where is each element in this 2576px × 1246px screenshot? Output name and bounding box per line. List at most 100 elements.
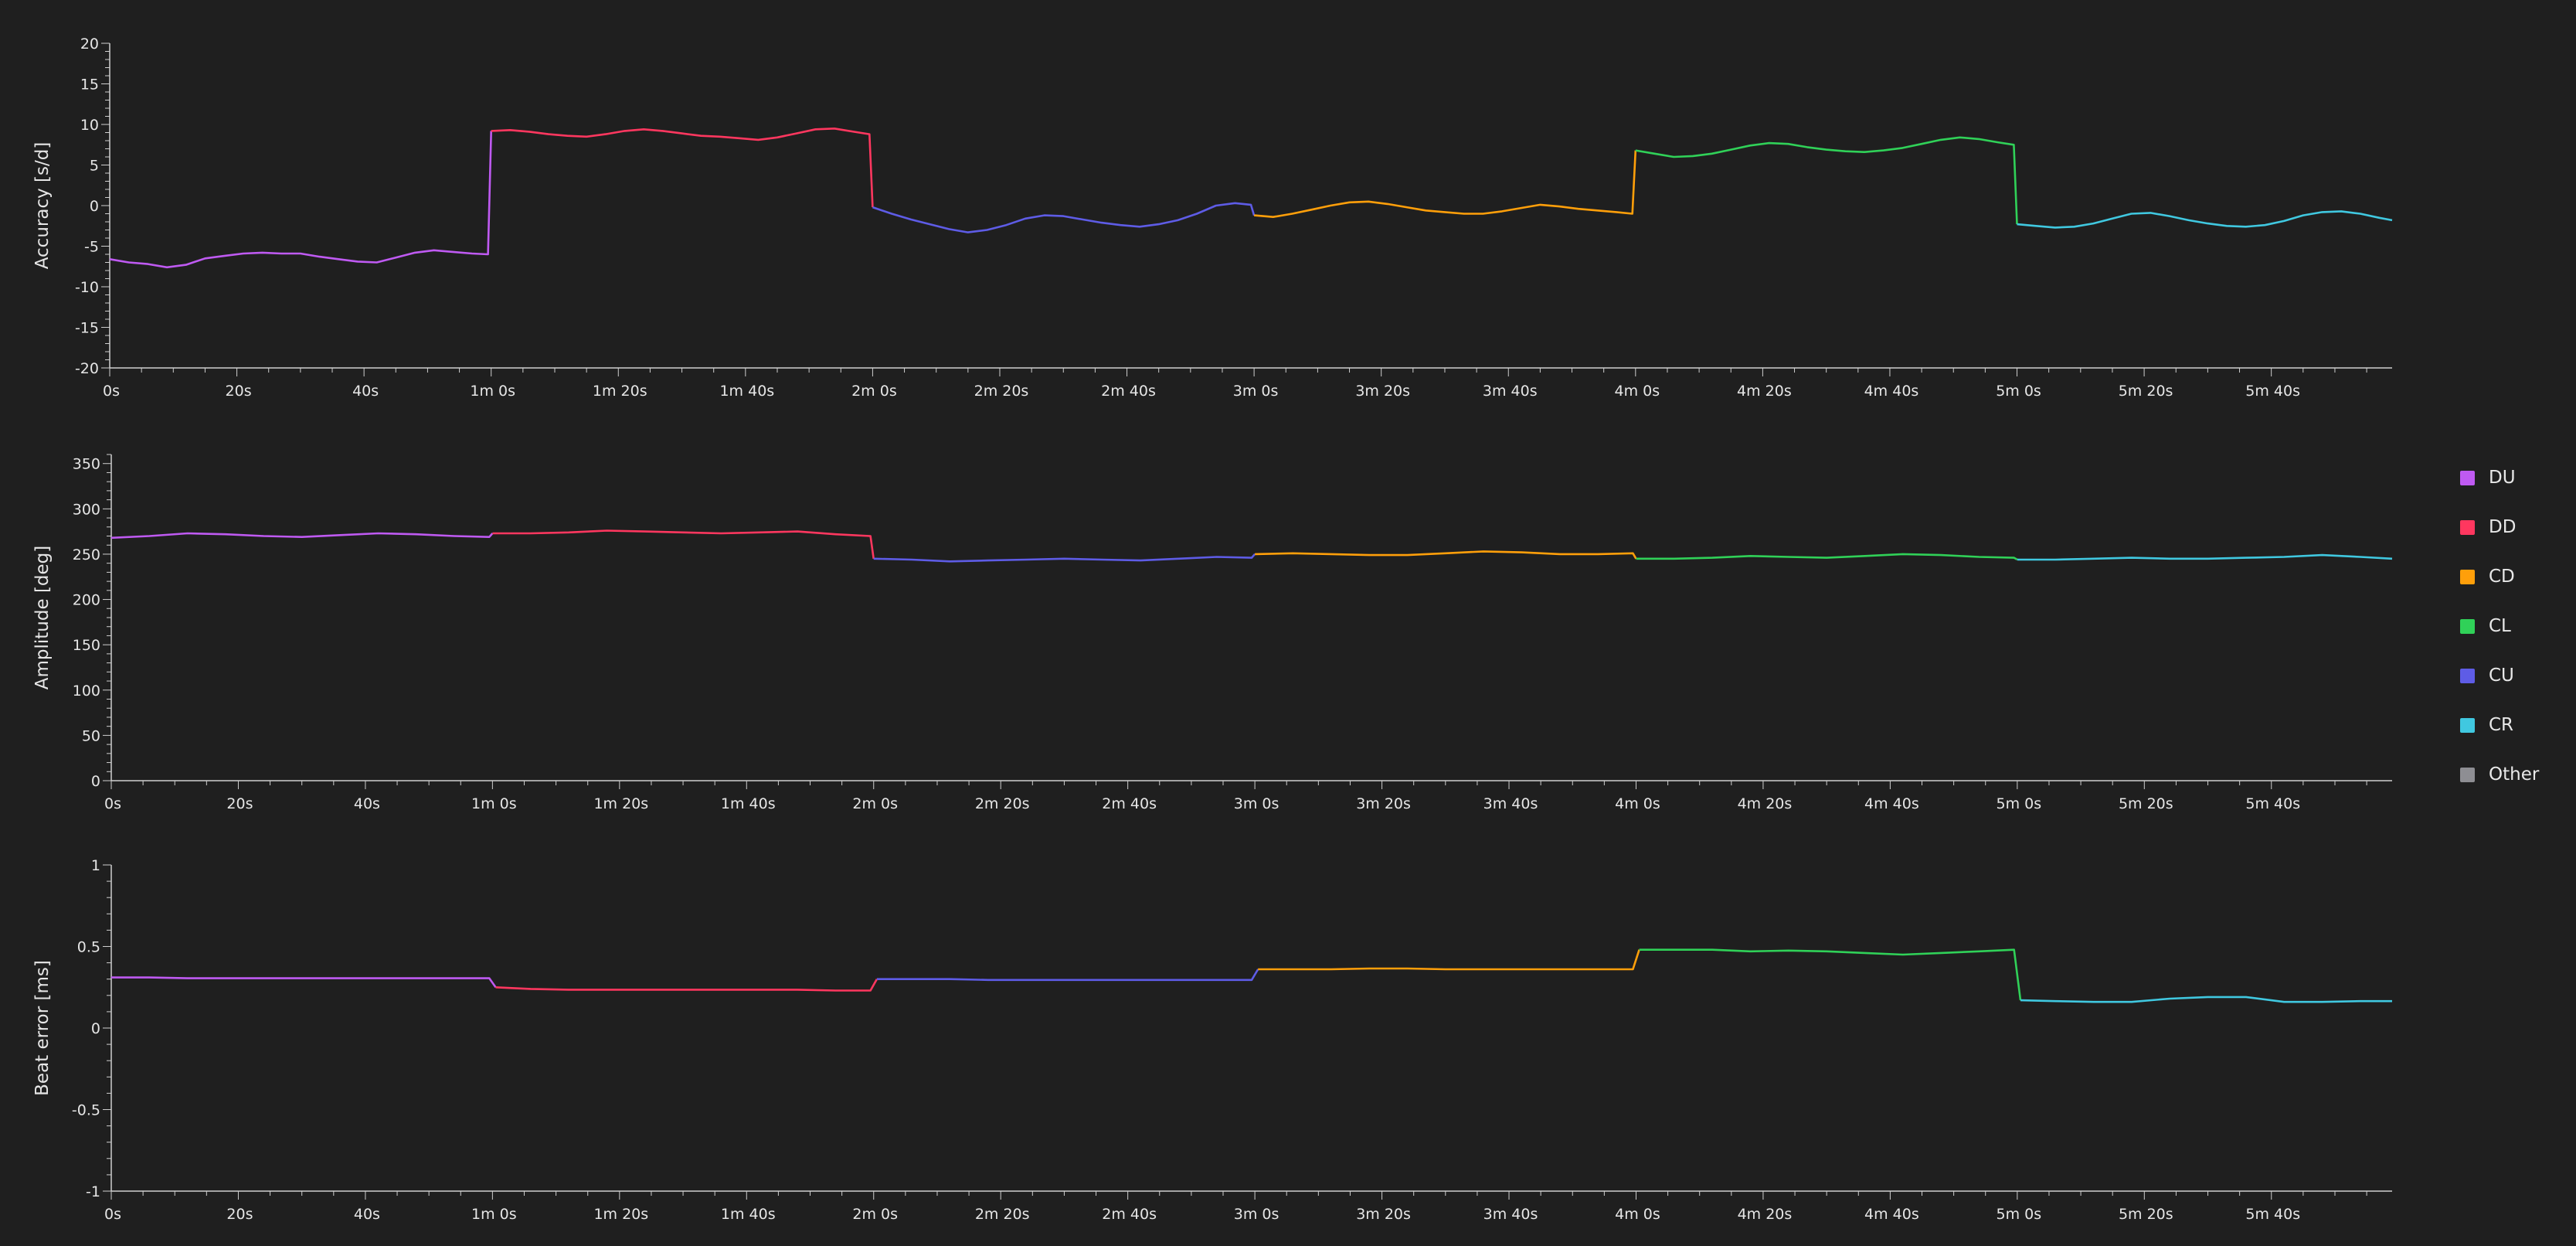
- x-tick-label: 40s: [352, 383, 379, 400]
- x-tick-label: 3m 20s: [1356, 1206, 1411, 1223]
- y-tick-label: -1: [86, 1183, 100, 1200]
- x-tick-label: 2m 0s: [851, 383, 897, 400]
- y-tick-label: 0.5: [77, 939, 100, 956]
- legend-item-other[interactable]: Other: [2460, 750, 2539, 799]
- x-tick-label: 3m 40s: [1483, 1206, 1538, 1223]
- legend-item-cr[interactable]: CR: [2460, 700, 2539, 750]
- series-line-du: [109, 131, 492, 269]
- other-swatch-icon: [2460, 767, 2475, 782]
- legend-label-cu: CU: [2489, 666, 2514, 686]
- y-axis-label: Beat error [ms]: [32, 960, 53, 1096]
- y-tick-label: 0: [91, 773, 100, 790]
- series-line-cu: [872, 202, 1256, 233]
- y-tick-label: 5: [90, 158, 99, 175]
- y-tick-label: -5: [84, 239, 99, 256]
- x-tick-label: 5m 0s: [1996, 383, 2041, 400]
- y-tick-label: 100: [73, 683, 100, 700]
- x-tick-label: 0s: [104, 795, 121, 812]
- legend-label-du: DU: [2489, 468, 2516, 488]
- legend-item-cl[interactable]: CL: [2460, 601, 2539, 651]
- x-tick-label: 20s: [226, 795, 253, 812]
- x-tick-label: 4m 0s: [1615, 1206, 1660, 1223]
- y-tick-label: -10: [75, 279, 99, 296]
- series-line-cr: [2017, 210, 2393, 229]
- x-tick-label: 5m 20s: [2119, 795, 2173, 812]
- y-tick-label: 1: [91, 857, 100, 874]
- cl-swatch-icon: [2460, 618, 2475, 634]
- x-tick-label: 5m 20s: [2119, 1206, 2173, 1223]
- x-tick-label: 1m 20s: [593, 1206, 648, 1223]
- series-line-cd: [1258, 949, 1640, 971]
- y-tick-label: -15: [75, 320, 99, 337]
- x-tick-label: 4m 40s: [1864, 1206, 1919, 1223]
- x-tick-label: 2m 0s: [852, 1206, 898, 1223]
- x-tick-label: 4m 20s: [1738, 795, 1793, 812]
- x-tick-label: 3m 20s: [1355, 383, 1410, 400]
- dd-swatch-icon: [2460, 519, 2475, 535]
- x-tick-label: 2m 40s: [1102, 1206, 1157, 1223]
- y-tick-label: 20: [80, 36, 99, 53]
- legend-item-du[interactable]: DU: [2460, 453, 2539, 502]
- x-tick-label: 3m 0s: [1234, 795, 1280, 812]
- x-tick-label: 2m 20s: [975, 1206, 1030, 1223]
- series-line-dd: [492, 529, 875, 559]
- legend-label-cr: CR: [2489, 715, 2514, 735]
- x-tick-label: 1m 0s: [471, 795, 517, 812]
- cr-swatch-icon: [2460, 717, 2475, 733]
- series-line-cu: [873, 553, 1256, 563]
- x-tick-label: 4m 20s: [1738, 1206, 1793, 1223]
- x-tick-label: 40s: [354, 795, 380, 812]
- x-tick-label: 1m 0s: [470, 383, 515, 400]
- y-axis-label: Accuracy [s/d]: [32, 142, 53, 270]
- x-tick-label: 4m 40s: [1864, 383, 1919, 400]
- y-tick-label: 15: [80, 77, 99, 94]
- y-tick-label: 50: [82, 727, 100, 744]
- y-tick-label: 0: [90, 198, 99, 215]
- x-tick-label: 3m 0s: [1233, 383, 1279, 400]
- x-tick-label: 5m 40s: [2245, 1206, 2300, 1223]
- x-tick-label: 2m 40s: [1101, 383, 1156, 400]
- x-tick-label: 5m 0s: [1997, 1206, 2042, 1223]
- legend-label-cl: CL: [2489, 616, 2511, 636]
- x-tick-label: 1m 0s: [471, 1206, 517, 1223]
- x-tick-label: 20s: [226, 383, 252, 400]
- series-line-cl: [1635, 136, 2018, 225]
- series-line-cr: [2017, 553, 2393, 561]
- y-tick-label: -20: [75, 360, 99, 377]
- y-tick-label: 250: [73, 546, 100, 563]
- legend-item-cd[interactable]: CD: [2460, 552, 2539, 601]
- series-line-du: [111, 976, 497, 989]
- series-line-cd: [1255, 550, 1637, 560]
- x-tick-label: 1m 20s: [593, 383, 647, 400]
- series-line-cd: [1253, 150, 1637, 219]
- series-line-cl: [1639, 948, 2022, 1001]
- x-tick-label: 2m 0s: [852, 795, 898, 812]
- y-axis-label: Amplitude [deg]: [32, 546, 53, 689]
- series-line-cr: [2020, 996, 2392, 1003]
- y-tick-label: 350: [73, 456, 100, 473]
- chart-3: 1 0.5 0 -0.5 -10s 20s 40s 1m 0s 1m 20s 1m 40s 2m 0…: [32, 857, 2392, 1223]
- x-tick-label: 20s: [226, 1206, 253, 1223]
- x-tick-label: 3m 40s: [1483, 795, 1538, 812]
- x-tick-label: 3m 20s: [1356, 795, 1411, 812]
- x-tick-label: 40s: [354, 1206, 380, 1223]
- legend-label-dd: DD: [2489, 517, 2517, 537]
- legend-item-dd[interactable]: DD: [2460, 502, 2539, 552]
- x-tick-label: 5m 20s: [2119, 383, 2173, 400]
- series-line-dd: [491, 128, 874, 208]
- y-tick-label: 200: [73, 592, 100, 609]
- legend-item-cu[interactable]: CU: [2460, 651, 2539, 700]
- x-tick-label: 5m 40s: [2245, 795, 2300, 812]
- x-tick-label: 4m 20s: [1737, 383, 1792, 400]
- legend: DU DD CD CL CU CR Other: [2460, 453, 2539, 799]
- y-tick-label: 10: [80, 117, 99, 134]
- x-tick-label: 0s: [104, 1206, 121, 1223]
- legend-label-cd: CD: [2489, 567, 2515, 587]
- x-tick-label: 5m 0s: [1997, 795, 2042, 812]
- cd-swatch-icon: [2460, 569, 2475, 584]
- legend-label-other: Other: [2489, 764, 2540, 785]
- x-tick-label: 5m 40s: [2245, 383, 2300, 400]
- x-tick-label: 1m 40s: [721, 795, 776, 812]
